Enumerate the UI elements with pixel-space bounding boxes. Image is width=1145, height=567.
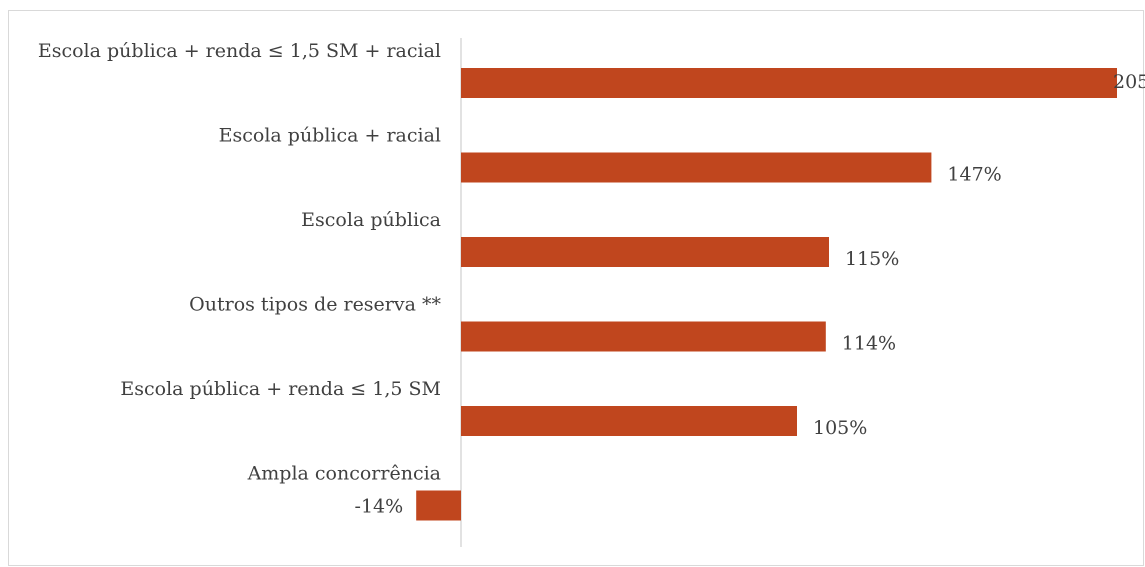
category-label: Escola pública + renda ≤ 1,5 SM + racial [38, 40, 441, 62]
value-label: -14% [355, 496, 404, 518]
chart-frame [8, 10, 1144, 566]
bar [461, 237, 829, 267]
category-label: Ampla concorrência [247, 463, 441, 485]
value-label: 115% [845, 248, 899, 270]
category-label: Escola pública [301, 209, 441, 231]
bar [416, 490, 461, 521]
bar [461, 68, 1117, 98]
bar [461, 406, 797, 436]
category-label: Escola pública + racial [219, 125, 441, 147]
bar [461, 321, 826, 352]
value-label: 205% [1113, 71, 1145, 93]
value-label: 105% [813, 417, 867, 439]
bar [461, 152, 932, 183]
category-label: Escola pública + renda ≤ 1,5 SM [120, 378, 441, 400]
value-label: 147% [947, 164, 1001, 186]
value-label: 114% [842, 333, 896, 355]
category-label: Outros tipos de reserva ** [189, 294, 441, 316]
